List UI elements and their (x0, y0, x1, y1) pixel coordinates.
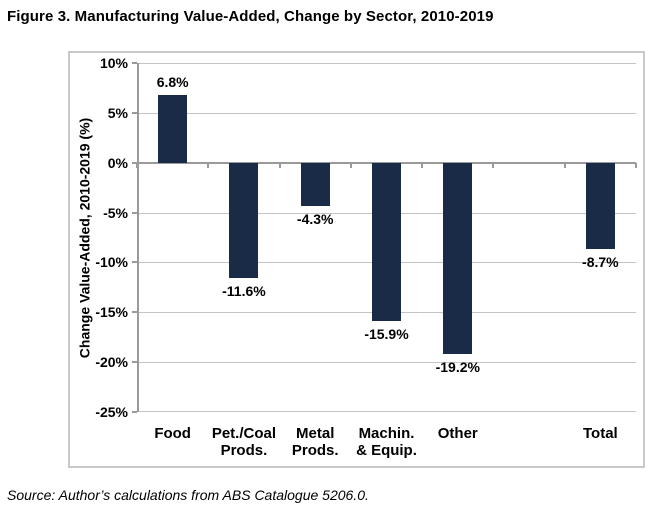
y-axis-tick (132, 411, 137, 413)
bar-pet-coal-prods (229, 162, 259, 279)
y-tick-label: -15% (95, 304, 128, 321)
category-axis-tick (278, 162, 281, 168)
bar-metal-prods (300, 162, 330, 206)
bar-total (585, 162, 615, 250)
bar-food (158, 94, 188, 163)
y-axis-tick (132, 261, 137, 264)
gridline (137, 411, 636, 412)
y-axis-tick (132, 111, 137, 114)
y-axis-tick (132, 211, 137, 214)
gridline (137, 113, 636, 114)
category-axis-tick (421, 162, 424, 168)
chart-frame: Change Value-Added, 2010-2019 (%) 6.8% -1… (68, 51, 645, 468)
source-note: Source: Author’s calculations from ABS C… (7, 487, 369, 503)
y-tick-label: -10% (95, 254, 128, 271)
y-axis-tick (132, 311, 137, 314)
category-axis-tick (136, 162, 138, 168)
bar-value-label: -15.9% (364, 326, 409, 343)
gridline (137, 362, 636, 363)
category-axis-tick (207, 162, 210, 168)
category-label-pet-coal-prods: Pet./Coal Prods. (211, 425, 277, 459)
y-tick-label: -5% (103, 204, 128, 221)
category-axis-tick (563, 162, 566, 168)
y-axis-tick (132, 361, 137, 364)
y-tick-label: -25% (95, 404, 128, 420)
plot-area: 6.8% -11.6% -4.3% -15.9% -19.2% -8.7% (136, 63, 637, 412)
y-axis-tick (132, 161, 137, 164)
bar-value-label: -11.6% (222, 283, 266, 300)
category-axis-tick (635, 162, 637, 168)
gridline (137, 63, 636, 64)
category-label-food: Food (154, 425, 191, 442)
bar-machin-equip (372, 162, 401, 322)
y-tick-label: 0% (107, 154, 128, 171)
y-tick-label: 10% (99, 55, 128, 71)
y-axis-tick (132, 62, 137, 64)
figure-title: Figure 3. Manufacturing Value-Added, Cha… (7, 8, 494, 25)
bar-value-label: -8.7% (582, 254, 619, 271)
category-axis-tick (492, 162, 495, 168)
value-axis-line (137, 63, 139, 412)
y-tick-label: 5% (107, 104, 128, 121)
category-label-other: Other (437, 425, 478, 442)
bar-value-label: -19.2% (435, 359, 480, 376)
bar-value-label: -4.3% (296, 210, 334, 227)
bar-other (443, 162, 473, 355)
category-axis-tick (349, 162, 352, 168)
category-label-total: Total (582, 425, 618, 442)
bar-value-label: 6.8% (156, 73, 189, 90)
y-tick-label: -20% (95, 354, 128, 371)
category-label-metal-prods: Metal Prods. (291, 425, 339, 459)
category-label-machin-equip: Machin. & Equip. (356, 425, 417, 459)
